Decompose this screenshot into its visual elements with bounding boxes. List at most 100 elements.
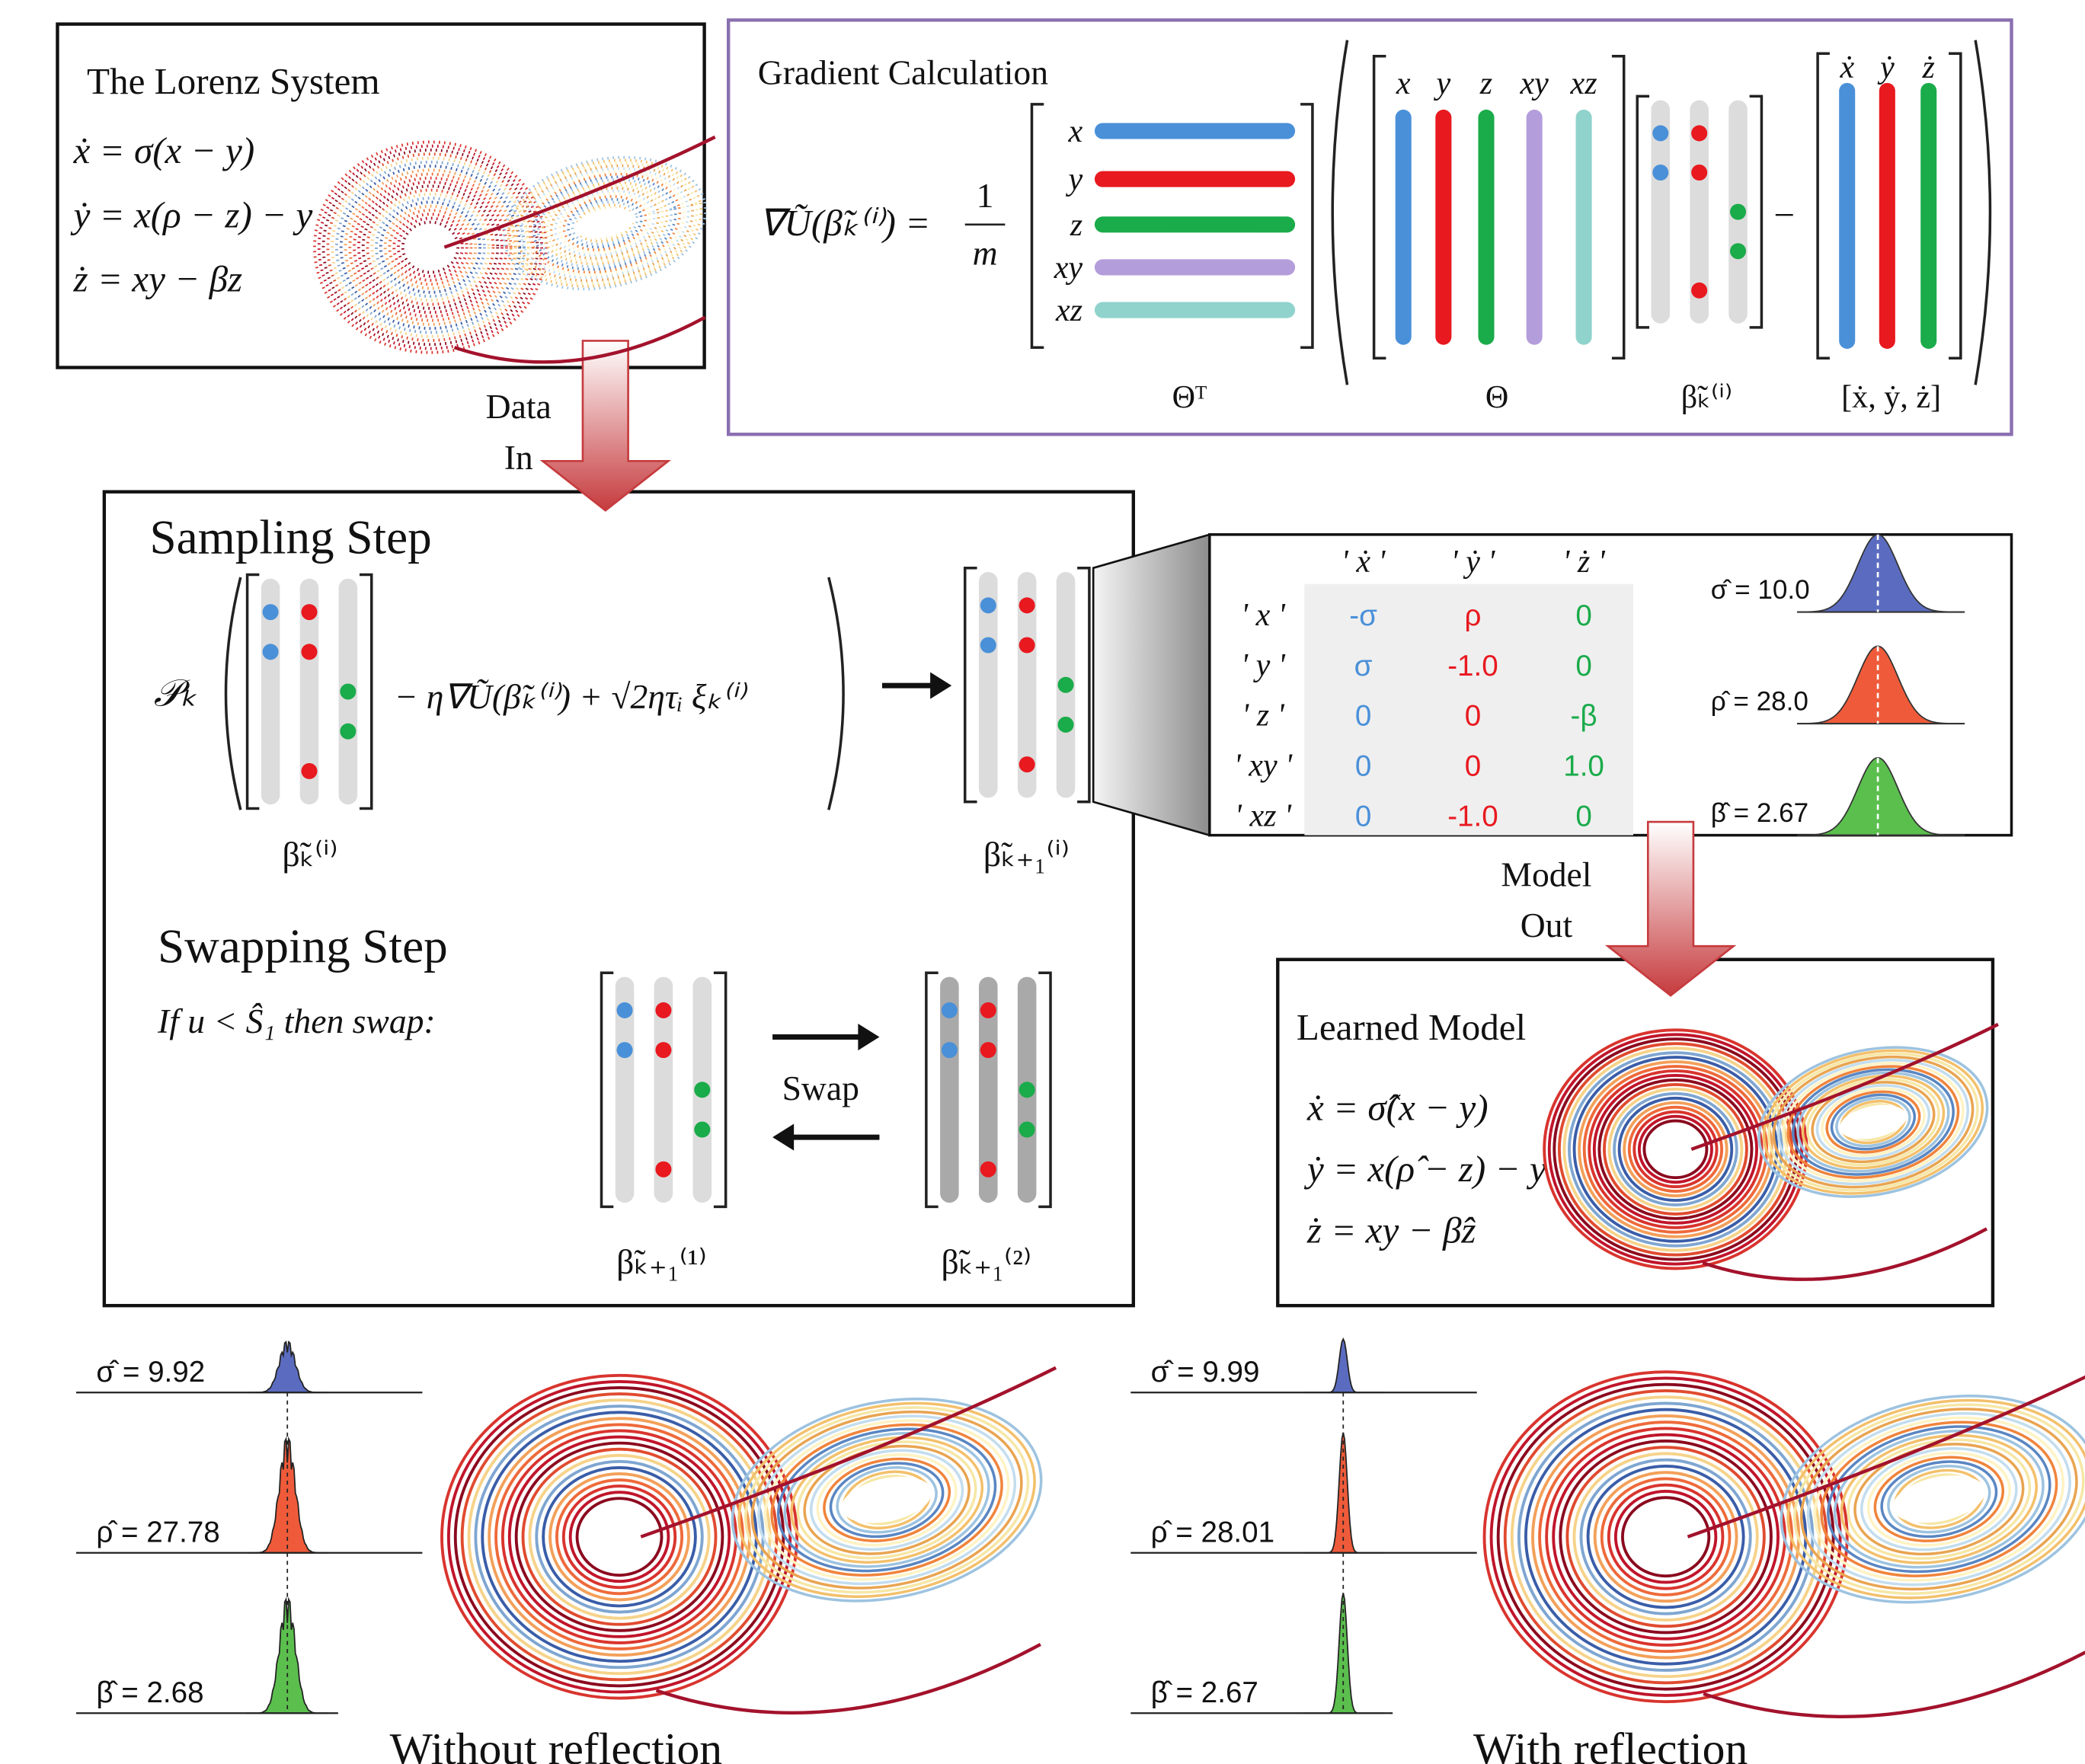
table-cell: 1.0 <box>1563 750 1604 783</box>
equation: ż = xy − β̂z <box>1306 1210 1476 1251</box>
fraction-numerator: 1 <box>977 176 994 215</box>
matrix-bracket <box>714 973 726 1206</box>
swap-condition: If u < Ŝ₁ then swap: <box>157 1002 436 1040</box>
fraction-denominator: m <box>973 233 998 272</box>
arrow-label: In <box>504 438 533 477</box>
row-header: ' y ' <box>1241 647 1286 683</box>
coefficient-dot <box>980 1002 996 1018</box>
coefficient-dot <box>263 644 279 660</box>
model-out-arrow <box>1608 822 1734 995</box>
coefficient-dot <box>263 604 279 620</box>
coefficient-dot <box>655 1162 671 1178</box>
row-label: x <box>1067 113 1082 149</box>
diagram-content: The Lorenz Systemẋ = σ(x − y)ẏ = x(ρ − z… <box>70 40 2085 1764</box>
coefficient-dot <box>1019 1121 1035 1137</box>
coefficient-dot <box>1730 204 1746 220</box>
coefficient-dot <box>340 724 356 740</box>
density-curve <box>248 1439 328 1553</box>
arrow-head <box>772 1124 794 1151</box>
estimate-label: β̂ = 2.67 <box>1151 1676 1258 1709</box>
row-header: ' xz ' <box>1235 797 1292 833</box>
matrix-label: β̃ₖ₊₁⁽²⁾ <box>941 1242 1031 1281</box>
equation: ż = xy − βz <box>72 258 242 300</box>
estimate-label: β̂ = 2.67 <box>1711 798 1808 828</box>
attractor <box>442 1368 1060 1713</box>
estimate-label: ρ̂ = 28.0 <box>1711 687 1808 717</box>
page: Lorenz system sampling diagram html, bod… <box>0 0 2085 1764</box>
column-label: ż <box>1922 50 1935 85</box>
matrix-bracket <box>1374 56 1386 359</box>
arrow-label: Out <box>1521 906 1573 944</box>
coefficient-dot <box>655 1002 671 1018</box>
box-title: Gradient Calculation <box>758 53 1048 92</box>
coefficient-dot <box>942 1042 958 1058</box>
parenthesis <box>1332 40 1347 385</box>
matrix-label: β̃ₖ₊₁⁽ⁱ⁾ <box>983 835 1070 874</box>
coefficient-dot <box>1652 125 1668 141</box>
equation: ẏ = x(ρ − z) − y <box>70 193 312 235</box>
row-label: z <box>1070 207 1082 243</box>
density-curve <box>248 1342 328 1392</box>
table-cell: ρ <box>1464 599 1481 632</box>
matrix-bracket <box>926 973 939 1206</box>
coefficient-dot <box>1691 283 1707 299</box>
coefficient-dot <box>1652 165 1668 181</box>
matrix-label: Θ <box>1485 379 1508 415</box>
coefficient-dot <box>301 644 317 660</box>
coefficient-dot <box>1730 243 1746 259</box>
table-cell: 0 <box>1355 700 1371 733</box>
matrix-bracket <box>1637 96 1649 328</box>
minus-sign: − <box>1773 193 1795 235</box>
projection-operator: 𝒫ₖ <box>154 672 197 714</box>
row-header: ' z ' <box>1242 698 1284 733</box>
parenthesis <box>829 577 843 810</box>
column-label: x <box>1396 66 1411 101</box>
matrix-bracket <box>1750 96 1762 328</box>
density-curve <box>248 1599 328 1714</box>
section-title: Swapping Step <box>158 919 448 973</box>
coefficient-dot <box>980 1162 996 1178</box>
coefficient-dot <box>301 604 317 620</box>
table-cell: -β <box>1571 700 1597 733</box>
column-label: ẏ <box>1877 50 1895 85</box>
estimate-label: σ̂ = 10.0 <box>1711 575 1810 605</box>
row-label: y <box>1065 161 1082 197</box>
row-label: xz <box>1055 292 1082 328</box>
estimate-label: ρ̂ = 28.01 <box>1151 1516 1274 1549</box>
table-cell: -1.0 <box>1447 800 1498 832</box>
coefficient-dot <box>655 1042 671 1058</box>
parenthesis <box>1975 40 1990 385</box>
attractor <box>1544 1024 2001 1280</box>
row-label: xy <box>1054 250 1083 286</box>
coefficient-dot <box>1058 677 1074 693</box>
column-label: xz <box>1570 66 1597 101</box>
matrix-bracket <box>248 574 260 808</box>
table-cell: 0 <box>1575 800 1591 832</box>
table-cell: 0 <box>1355 800 1371 832</box>
coefficient-dot <box>1019 1082 1035 1098</box>
zoom-connector <box>1093 535 1210 836</box>
matrix-bracket <box>1818 53 1830 358</box>
table-cell: 0 <box>1355 750 1371 783</box>
box-title: The Lorenz System <box>87 60 380 102</box>
table-cell: 0 <box>1575 599 1591 632</box>
coefficient-dot <box>1691 125 1707 141</box>
matrix-bracket <box>1300 104 1313 347</box>
matrix-bracket <box>1612 56 1624 359</box>
coefficient-dot <box>1019 756 1035 772</box>
matrix-bracket <box>1031 104 1044 347</box>
matrix-bracket <box>1949 53 1961 358</box>
column-label: z <box>1479 66 1492 101</box>
arrow-label: Data <box>486 387 552 426</box>
coefficient-dot <box>980 1042 996 1058</box>
matrix-bracket <box>1077 568 1089 802</box>
arrow-label: Swap <box>782 1069 859 1107</box>
table-cell: -σ <box>1349 599 1377 632</box>
matrix-label: β̃ₖ⁽ⁱ⁾ <box>1681 379 1733 415</box>
table-cell: 0 <box>1465 700 1481 733</box>
table-cell: -1.0 <box>1447 650 1498 682</box>
section-title: Sampling Step <box>150 510 432 564</box>
coefficient-dot <box>1019 597 1035 613</box>
equation: ẋ = σ̂(x − y) <box>1306 1086 1489 1128</box>
parenthesis <box>226 577 241 810</box>
